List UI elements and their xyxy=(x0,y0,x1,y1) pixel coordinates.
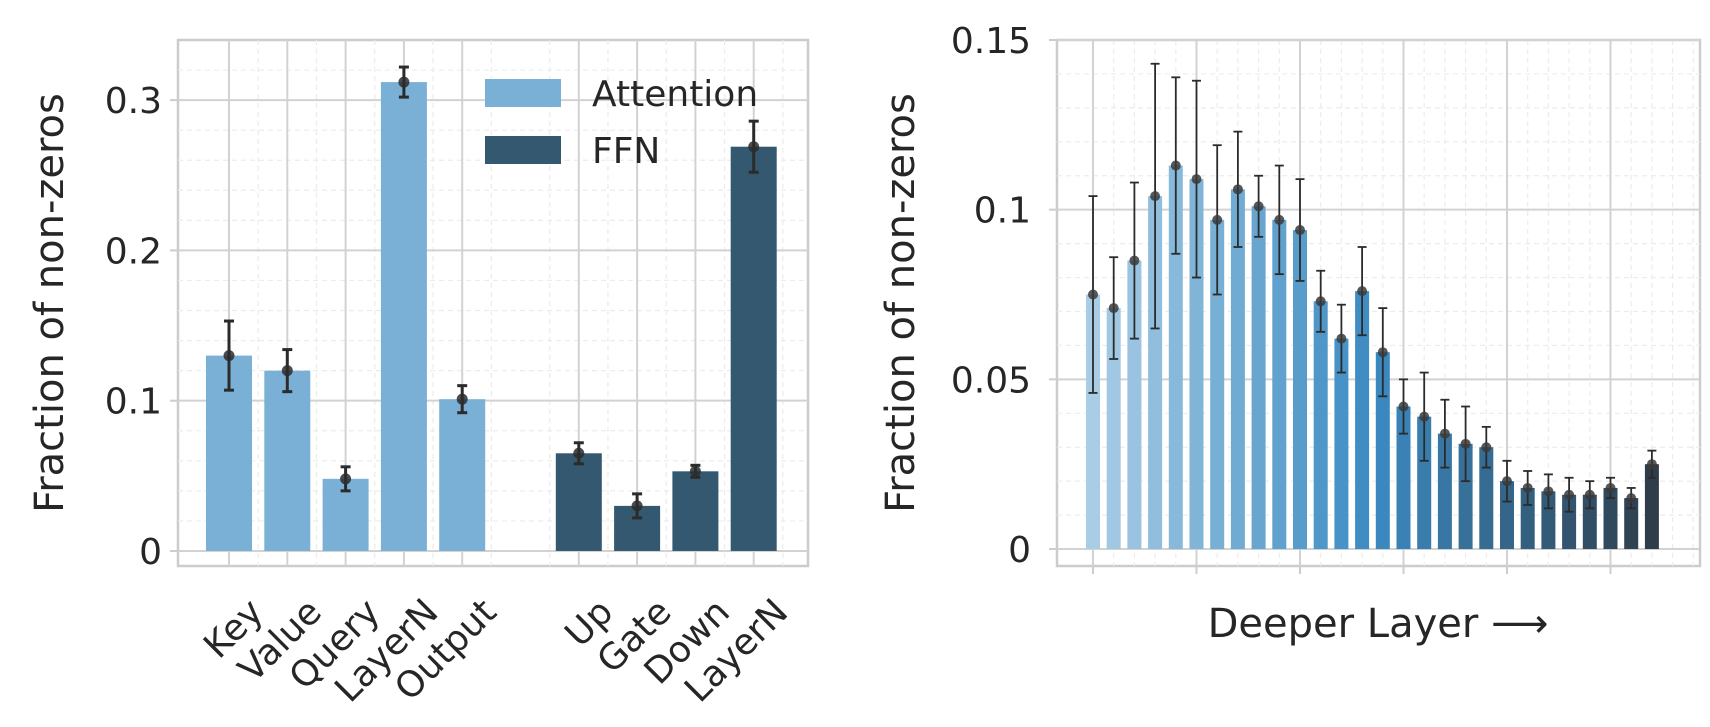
right-bar-layer-12 xyxy=(1313,301,1328,550)
right-bar-mean-marker xyxy=(1419,411,1430,422)
right-ytick-label: 0.05 xyxy=(951,360,1031,401)
right-y-axis-title: Fraction of non-zeros xyxy=(878,93,924,513)
left-bar-mean-marker xyxy=(223,350,235,362)
left-y-axis-title: Fraction of non-zeros xyxy=(27,93,73,513)
right-bar-layer-26 xyxy=(1603,487,1618,550)
right-bar-mean-marker xyxy=(1232,184,1243,195)
right-bar-layer-18 xyxy=(1437,433,1452,550)
right-bar-mean-marker xyxy=(1129,255,1140,266)
right-bar-mean-marker xyxy=(1502,476,1512,487)
right-bar-layer-9 xyxy=(1251,206,1266,550)
left-bar-mean-marker xyxy=(398,76,410,88)
left-legend: Attention FFN xyxy=(485,74,758,172)
right-bar-mean-marker xyxy=(1522,482,1533,493)
right-bar-mean-marker xyxy=(1460,438,1471,449)
right-bar-layer-20 xyxy=(1479,447,1494,550)
right-bar-mean-marker xyxy=(1336,333,1347,344)
right-bar-mean-marker xyxy=(1108,303,1119,314)
right-ytick-label: 0 xyxy=(1008,530,1031,571)
right-bar-mean-marker xyxy=(1191,174,1202,185)
left-ytick-label: 0.2 xyxy=(105,231,162,272)
legend-label-attention: Attention xyxy=(592,74,758,115)
left-bar-mean-marker xyxy=(340,473,352,485)
legend-label-ffn: FFN xyxy=(592,131,660,172)
right-bar-mean-marker xyxy=(1439,428,1450,439)
left-bar-layern xyxy=(730,146,777,551)
right-bar-layer-7 xyxy=(1210,219,1225,550)
left-bar-mean-marker xyxy=(631,500,643,512)
left-bar-up xyxy=(555,453,602,551)
right-bar-layer-14 xyxy=(1355,291,1370,550)
left-bar-down xyxy=(672,471,719,551)
right-bar-mean-marker xyxy=(1626,493,1637,504)
right-bar-mean-marker xyxy=(1564,489,1575,500)
right-bar-layer-24 xyxy=(1562,494,1577,550)
right-bar-layer-4 xyxy=(1148,196,1163,550)
right-bar-mean-marker xyxy=(1584,489,1595,500)
right-bar-layer-8 xyxy=(1230,189,1245,550)
left-ytick-label: 0 xyxy=(139,532,162,573)
right-bar-layer-23 xyxy=(1541,491,1556,550)
right-bar-mean-marker xyxy=(1398,401,1409,412)
right-bar-mean-marker xyxy=(1357,286,1368,297)
right-bar-mean-marker xyxy=(1543,486,1554,497)
right-ytick-label: 0.15 xyxy=(951,21,1031,62)
right-bar-mean-marker xyxy=(1212,214,1223,225)
legend-swatch-ffn xyxy=(485,136,561,164)
left-bar-value xyxy=(264,370,311,551)
left-bar-layern xyxy=(380,82,427,551)
right-bar-mean-marker xyxy=(1150,191,1161,202)
right-bar-mean-marker xyxy=(1605,482,1616,493)
left-bar-mean-marker xyxy=(573,447,585,459)
right-bar-layer-19 xyxy=(1458,443,1473,550)
chart-right-layer-sparsity: 0 0.05 0.1 0.15 Fraction of non-zeros Deeper … xyxy=(878,21,1702,647)
right-bar-mean-marker xyxy=(1377,347,1388,358)
right-bar-layer-28 xyxy=(1644,464,1659,550)
right-bar-layer-3 xyxy=(1127,260,1142,550)
right-bar-layer-16 xyxy=(1396,406,1411,550)
right-bar-layer-6 xyxy=(1189,179,1204,550)
left-bar-mean-marker xyxy=(689,465,701,477)
right-bar-layer-5 xyxy=(1168,165,1183,550)
right-bar-layer-27 xyxy=(1624,498,1639,550)
right-bar-mean-marker xyxy=(1295,225,1305,236)
left-ytick-label: 0.3 xyxy=(105,81,162,122)
right-bar-layer-2 xyxy=(1106,308,1121,550)
left-bar-mean-marker xyxy=(281,365,293,377)
left-bar-output xyxy=(439,399,486,551)
right-bar-mean-marker xyxy=(1481,442,1492,453)
right-bar-layer-1 xyxy=(1086,294,1100,550)
left-ytick-label: 0.1 xyxy=(105,382,162,423)
right-ytick-label: 0.1 xyxy=(974,191,1031,232)
right-bar-layer-13 xyxy=(1334,338,1349,550)
right-bar-layer-21 xyxy=(1500,481,1514,550)
right-bar-layer-22 xyxy=(1520,487,1535,550)
right-x-axis-title: Deeper Layer ⟶ xyxy=(1208,601,1549,647)
left-bar-mean-marker xyxy=(456,393,468,405)
legend-swatch-attention xyxy=(485,79,561,107)
right-bar-layer-11 xyxy=(1293,230,1307,550)
right-bar-mean-marker xyxy=(1088,289,1098,300)
right-bar-mean-marker xyxy=(1315,296,1326,307)
left-bar-mean-marker xyxy=(748,141,760,153)
right-bar-layer-10 xyxy=(1272,219,1287,550)
right-bar-mean-marker xyxy=(1274,214,1285,225)
right-bar-layer-15 xyxy=(1375,352,1390,550)
right-bar-mean-marker xyxy=(1646,459,1657,470)
right-bar-mean-marker xyxy=(1253,201,1264,212)
right-bar-layer-17 xyxy=(1417,416,1432,550)
right-bar-mean-marker xyxy=(1170,160,1181,171)
